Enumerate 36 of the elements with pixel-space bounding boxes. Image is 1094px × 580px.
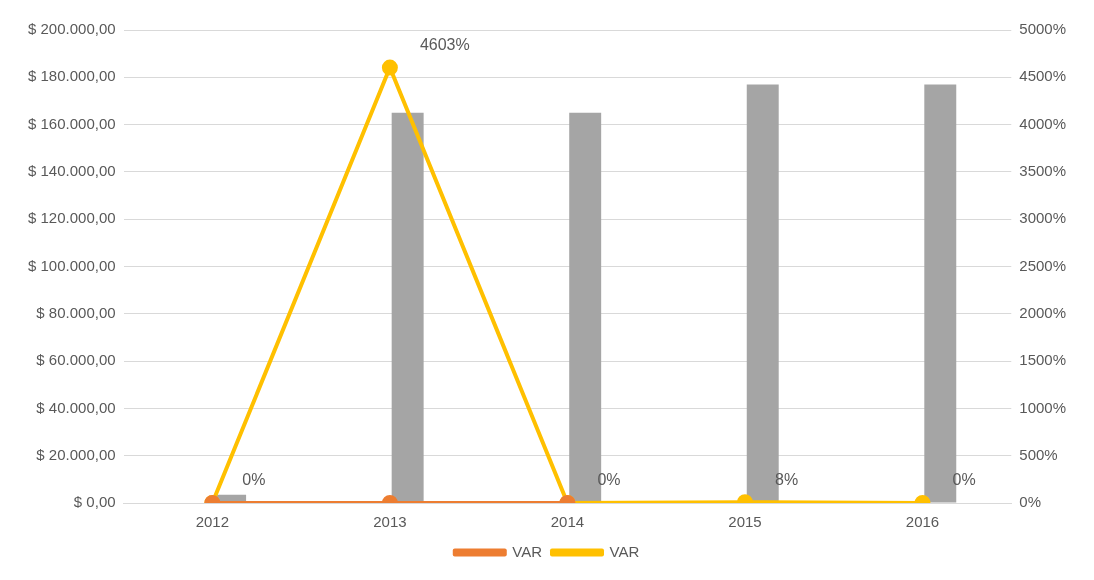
legend-label: VAR (609, 542, 640, 560)
y2-tick-label: 500% (1019, 445, 1058, 463)
y2-tick-label: 5000% (1019, 20, 1067, 38)
y-tick-label: $ 40.000,00 (36, 398, 116, 416)
bar (391, 112, 424, 503)
y2-tick-label: 1000% (1019, 398, 1067, 416)
y2-tick-label: 1500% (1019, 351, 1067, 369)
data-label: 0% (597, 471, 621, 489)
y-tick-label: $ 60.000,00 (36, 351, 116, 369)
y2-tick-label: 4500% (1019, 67, 1067, 85)
data-label: 4603% (419, 35, 470, 53)
data-label: 8% (774, 470, 799, 488)
y2-tick-label: 2500% (1019, 256, 1067, 274)
y2-tick-label: 3500% (1019, 162, 1067, 180)
y2-tick-label: 4000% (1019, 114, 1067, 132)
y-tick-label: $ 20.000,00 (36, 445, 116, 463)
y-tick-label: $ 80.000,00 (36, 303, 116, 321)
y-tick-label: $ 0,00 (73, 493, 116, 511)
y-tick-label: $ 200.000,00 (27, 20, 116, 38)
y-tick-label: $ 180.000,00 (27, 67, 116, 85)
y2-tick-label: 3000% (1019, 209, 1067, 227)
y-tick-label: $ 140.000,00 (27, 162, 116, 180)
y-tick-label: $ 160.000,00 (27, 114, 116, 132)
x-tick-label: 2016 (905, 513, 940, 531)
x-tick-label: 2014 (550, 513, 585, 531)
y2-tick-label: 0% (1019, 493, 1041, 511)
point (381, 59, 398, 76)
x-tick-label: 2013 (373, 513, 407, 531)
data-label: 0% (952, 471, 976, 489)
y-tick-label: $ 100.000,00 (27, 256, 116, 274)
y2-tick-label: 2000% (1019, 303, 1067, 321)
legend-label: VAR (512, 542, 543, 560)
x-tick-label: 2012 (195, 513, 230, 531)
y-tick-label: $ 120.000,00 (27, 209, 116, 227)
data-label: 0% (242, 471, 266, 489)
x-tick-label: 2015 (728, 513, 762, 531)
